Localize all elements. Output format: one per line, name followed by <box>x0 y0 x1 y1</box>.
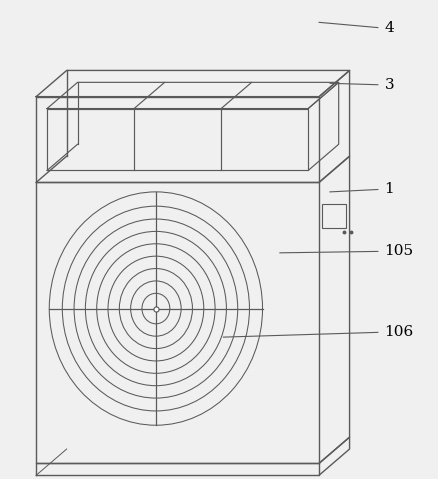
Text: 1: 1 <box>385 182 394 196</box>
Text: 4: 4 <box>385 21 394 34</box>
Text: 105: 105 <box>385 244 413 258</box>
Text: 106: 106 <box>385 325 413 339</box>
Text: 3: 3 <box>385 78 394 91</box>
Bar <box>322 204 346 228</box>
